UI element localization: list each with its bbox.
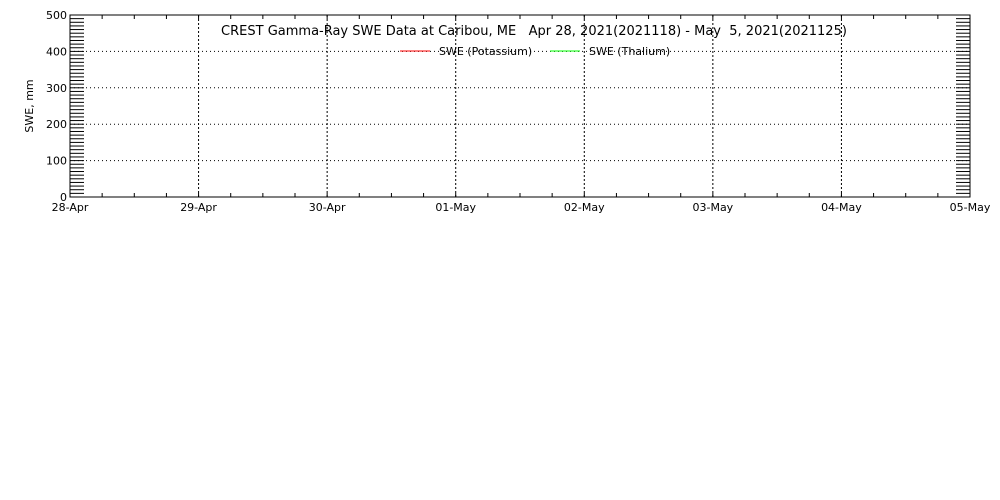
axis-ticks (69, 14, 971, 198)
y-tick-label: 0 (60, 191, 67, 204)
y-axis-label: SWE, mm (23, 79, 36, 132)
legend: SWE (Potassium) SWE (Thalium) (400, 45, 670, 58)
legend-label-potassium: SWE (Potassium) (439, 45, 532, 58)
x-tick-label: 30-Apr (309, 201, 346, 214)
plot-frame (69, 14, 971, 198)
y-tick-label: 100 (46, 155, 67, 168)
x-tick-label: 28-Apr (52, 201, 89, 214)
x-tick-label: 02-May (564, 201, 605, 214)
y-tick-label: 400 (46, 45, 67, 58)
y-tick-label: 300 (46, 82, 67, 95)
legend-label-thalium: SWE (Thalium) (589, 45, 670, 58)
chart-title: CREST Gamma-Ray SWE Data at Caribou, ME … (221, 24, 847, 39)
y-tick-label: 200 (46, 118, 67, 131)
x-tick-label: 29-Apr (180, 201, 217, 214)
grid (70, 15, 970, 197)
x-tick-label: 01-May (435, 201, 476, 214)
x-tick-label: 05-May (950, 201, 991, 214)
x-tick-label: 04-May (821, 201, 862, 214)
tick-labels: 0 100 200 300 400 500 28-Apr 29-Apr 30-Apr 01-May… (46, 9, 991, 214)
x-tick-label: 03-May (692, 201, 733, 214)
y-tick-label: 500 (46, 9, 67, 22)
